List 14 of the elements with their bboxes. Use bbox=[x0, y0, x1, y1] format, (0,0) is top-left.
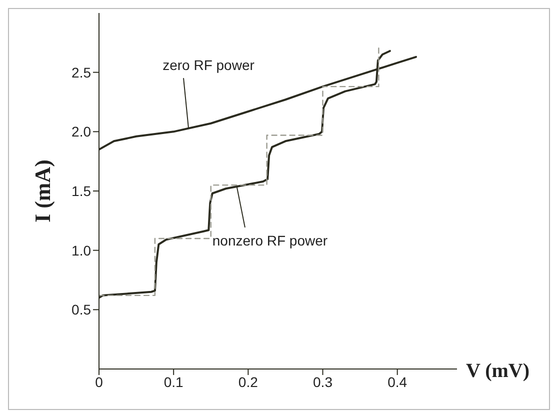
x-tick-label: 0.2 bbox=[238, 374, 258, 390]
y-tick-label: 2.5 bbox=[72, 64, 92, 80]
x-tick-label: 0.1 bbox=[164, 374, 184, 390]
annotation: zero RF power bbox=[162, 57, 255, 74]
x-tick-label: 0.3 bbox=[313, 374, 333, 390]
y-tick-label: 0.5 bbox=[72, 302, 92, 318]
x-tick-label: 0 bbox=[95, 374, 104, 390]
x-axis-title: V (mV) bbox=[466, 360, 530, 382]
y-tick-label: 2.0 bbox=[72, 124, 92, 140]
y-axis-title: I (mA) bbox=[30, 160, 55, 222]
x-tick-label: 0.4 bbox=[388, 374, 408, 390]
annotation: nonzero RF power bbox=[212, 232, 328, 248]
y-tick-label: 1.5 bbox=[72, 182, 92, 199]
y-tick-label: 1.0 bbox=[72, 242, 92, 258]
